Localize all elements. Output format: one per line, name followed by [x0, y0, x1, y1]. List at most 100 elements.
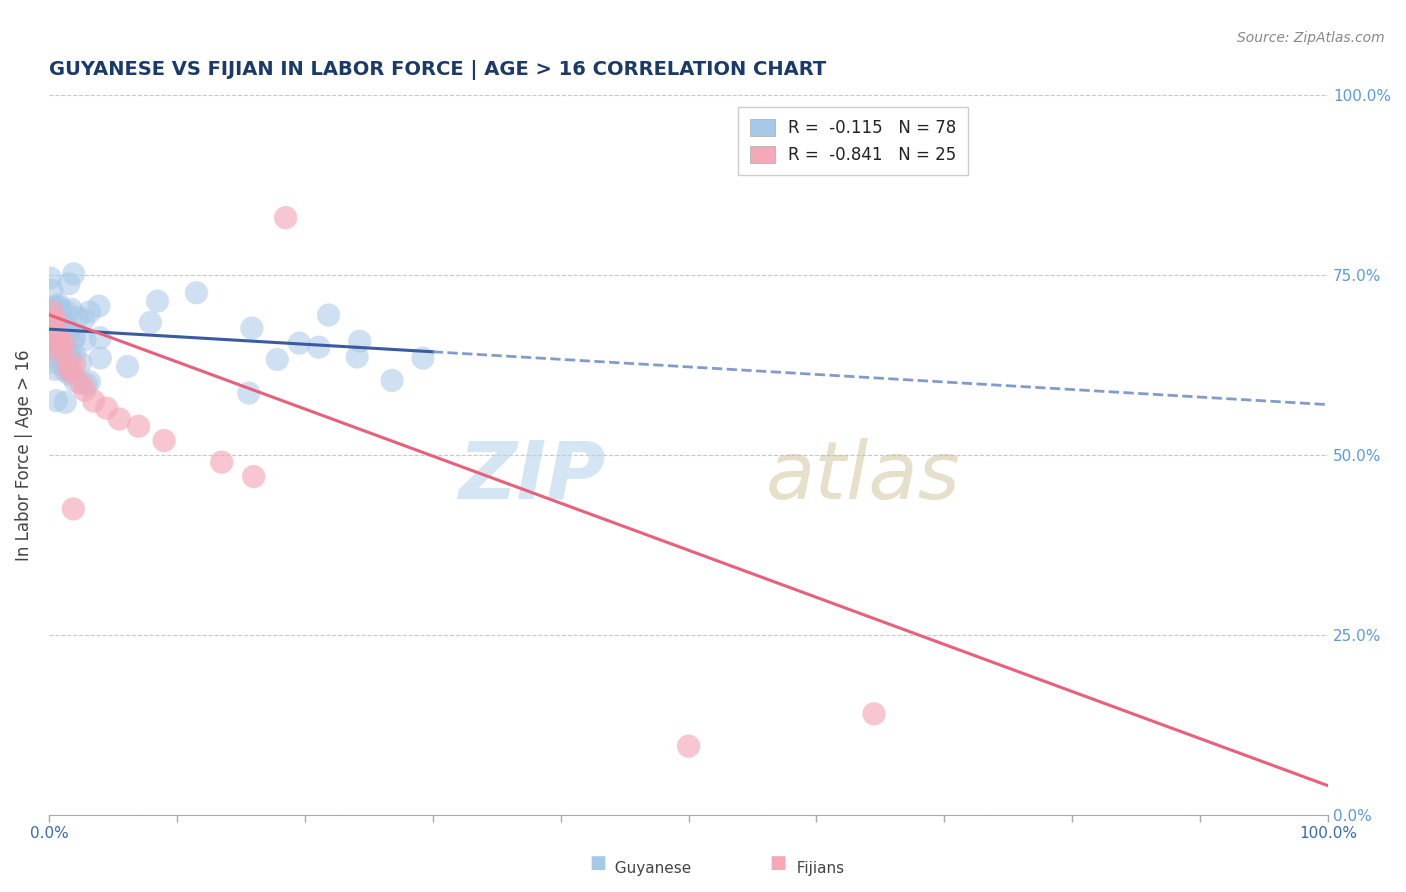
Point: [139, 316, 162, 330]
Point: [53, 336, 76, 351]
Point: [53, 343, 76, 358]
Point: [46, 333, 69, 347]
Point: [41, 316, 63, 330]
Point: [48, 340, 70, 354]
Point: [128, 419, 150, 434]
Point: [62, 333, 84, 347]
Point: [53, 395, 76, 409]
Point: [44, 329, 66, 343]
Point: [59, 368, 82, 382]
Point: [44, 300, 66, 314]
Point: [48, 328, 70, 343]
Point: [42, 311, 65, 326]
Point: [39, 350, 62, 364]
Point: [63, 347, 86, 361]
Point: [87, 299, 110, 313]
Point: [63, 330, 86, 344]
Point: [58, 362, 80, 376]
Point: [51, 347, 73, 361]
Point: [349, 334, 371, 349]
Point: [89, 351, 111, 365]
Point: [240, 321, 263, 335]
Point: [53, 327, 76, 342]
Point: [63, 375, 86, 389]
Point: [62, 502, 84, 516]
Point: [75, 377, 97, 392]
Point: [79, 305, 101, 319]
Point: [39, 355, 62, 369]
Point: [186, 285, 208, 300]
Point: [79, 375, 101, 389]
Point: [41, 309, 63, 323]
Point: [44, 329, 66, 343]
Point: [41, 302, 63, 317]
Point: [153, 434, 176, 448]
Point: [308, 340, 330, 354]
Point: [274, 211, 297, 225]
Point: [39, 309, 62, 323]
Point: [96, 401, 118, 416]
Point: [45, 393, 67, 408]
Point: [45, 324, 67, 338]
Point: [678, 739, 700, 754]
Point: [48, 322, 70, 336]
Point: [108, 412, 131, 426]
Point: [39, 323, 62, 337]
Point: [42, 343, 65, 357]
Point: [51, 304, 73, 318]
Point: [66, 310, 89, 325]
Point: [39, 336, 62, 351]
Text: ZIP: ZIP: [458, 438, 606, 516]
Point: [56, 346, 79, 360]
Point: [41, 340, 63, 354]
Point: [41, 283, 63, 297]
Point: [89, 331, 111, 345]
Point: [63, 358, 86, 372]
Point: [60, 365, 83, 379]
Legend: R =  -0.115   N = 78, R =  -0.841   N = 25: R = -0.115 N = 78, R = -0.841 N = 25: [738, 107, 969, 176]
Point: [73, 333, 96, 347]
Point: [39, 271, 62, 285]
Point: [48, 297, 70, 311]
Text: ■: ■: [769, 855, 786, 872]
Point: [44, 316, 66, 330]
Text: ■: ■: [589, 855, 606, 872]
Point: [42, 330, 65, 344]
Point: [53, 364, 76, 378]
Point: [863, 706, 886, 721]
Point: [58, 323, 80, 337]
Point: [381, 374, 404, 388]
Point: [39, 308, 62, 322]
Point: [62, 267, 84, 281]
Point: [58, 277, 80, 291]
Point: [41, 327, 63, 342]
Point: [52, 357, 75, 371]
Point: [49, 344, 72, 359]
Text: GUYANESE VS FIJIAN IN LABOR FORCE | AGE > 16 CORRELATION CHART: GUYANESE VS FIJIAN IN LABOR FORCE | AGE …: [49, 60, 827, 79]
Point: [48, 305, 70, 319]
Text: atlas: atlas: [765, 438, 960, 516]
Point: [41, 304, 63, 318]
Point: [59, 348, 82, 362]
Point: [41, 310, 63, 324]
Point: [56, 361, 79, 376]
Point: [318, 308, 340, 322]
Point: [48, 345, 70, 359]
Text: Source: ZipAtlas.com: Source: ZipAtlas.com: [1237, 31, 1385, 45]
Point: [69, 356, 91, 370]
Y-axis label: In Labor Force | Age > 16: In Labor Force | Age > 16: [15, 350, 32, 561]
Point: [412, 351, 434, 365]
Point: [42, 315, 65, 329]
Point: [211, 455, 233, 469]
Point: [117, 359, 139, 374]
Text: Guyanese: Guyanese: [605, 861, 690, 876]
Point: [146, 294, 169, 309]
Text: Fijians: Fijians: [787, 861, 845, 876]
Point: [58, 325, 80, 339]
Point: [73, 384, 96, 398]
Point: [55, 304, 77, 318]
Point: [83, 394, 105, 409]
Point: [72, 312, 94, 326]
Point: [52, 326, 75, 340]
Point: [51, 318, 73, 333]
